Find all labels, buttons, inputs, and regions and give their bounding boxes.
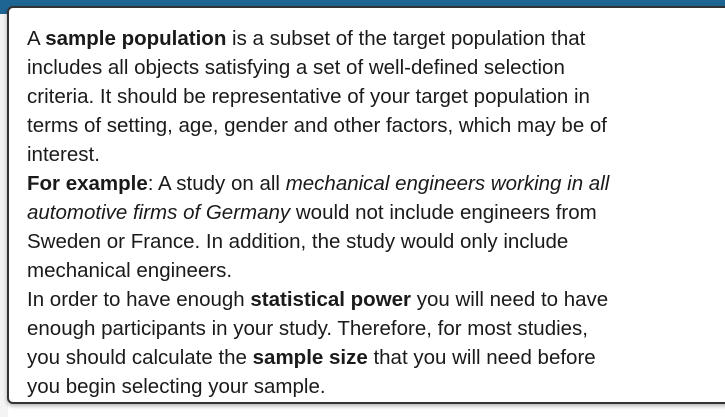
- text: A: [27, 27, 46, 50]
- text-line: criteria. It should be representative of…: [27, 82, 609, 111]
- bold-text: statistical power: [250, 288, 412, 311]
- paragraph: A sample population is a subset of the t…: [27, 24, 609, 169]
- italic-text: automotive firms of Germany: [27, 201, 291, 224]
- text: mechanical engineers.: [27, 259, 233, 282]
- paragraph: In order to have enough statistical powe…: [27, 285, 609, 401]
- text-line: For example: A study on all mechanical e…: [27, 169, 609, 198]
- text: interest.: [27, 143, 100, 166]
- text-line: you should calculate the sample size tha…: [27, 343, 609, 372]
- bold-text: sample size: [252, 346, 368, 369]
- text: Sweden or France. In addition, the study…: [27, 230, 569, 253]
- text: includes all objects satisfying a set of…: [27, 56, 565, 79]
- text-line: mechanical engineers.: [27, 256, 609, 285]
- tooltip-content: A sample population is a subset of the t…: [27, 24, 609, 401]
- text-line: interest.: [27, 140, 609, 169]
- text: criteria. It should be representative of…: [27, 85, 590, 108]
- text-line: In order to have enough statistical powe…: [27, 285, 609, 314]
- text: is a subset of the target population tha…: [226, 27, 586, 50]
- bold-text: For example: [27, 172, 148, 195]
- text: you begin selecting your sample.: [27, 375, 326, 398]
- text: would not include engineers from: [290, 201, 597, 224]
- text-line: automotive firms of Germany would not in…: [27, 198, 609, 227]
- text-line: enough participants in your study. There…: [27, 314, 609, 343]
- text: you will need to have: [411, 288, 609, 311]
- text: enough participants in your study. There…: [27, 317, 589, 340]
- text: : A study on all: [147, 172, 286, 195]
- text: In order to have enough: [27, 288, 251, 311]
- background-strip: [0, 14, 8, 417]
- text-line: you begin selecting your sample.: [27, 372, 609, 401]
- italic-text: mechanical engineers working in all: [285, 172, 610, 195]
- bold-text: sample population: [45, 27, 227, 50]
- text-line: A sample population is a subset of the t…: [27, 24, 609, 53]
- text-line: includes all objects satisfying a set of…: [27, 53, 609, 82]
- text-line: terms of setting, age, gender and other …: [27, 111, 609, 140]
- text-line: Sweden or France. In addition, the study…: [27, 227, 609, 256]
- tooltip-popup: A sample population is a subset of the t…: [7, 6, 725, 404]
- paragraph: For example: A study on all mechanical e…: [27, 169, 609, 285]
- text: that you will need before: [367, 346, 596, 369]
- text: terms of setting, age, gender and other …: [27, 114, 608, 137]
- text: you should calculate the: [27, 346, 253, 369]
